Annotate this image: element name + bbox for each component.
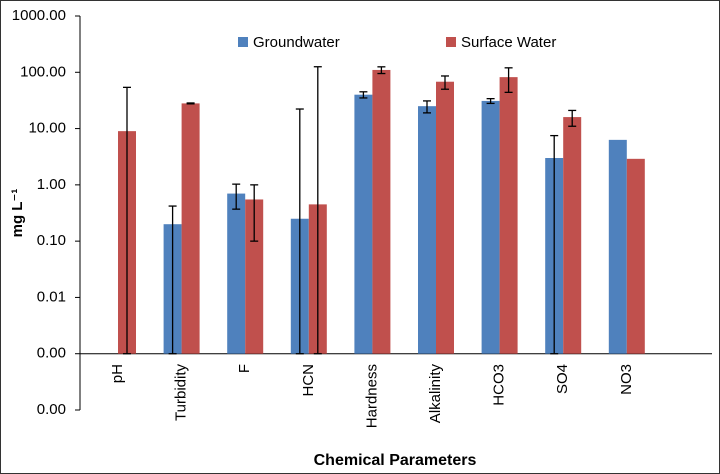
y-tick-label: 100.00 [20, 63, 66, 80]
legend-label: Groundwater [253, 34, 340, 51]
bar [354, 94, 373, 354]
bar [227, 193, 246, 354]
x-tick-label: HCN [300, 364, 317, 397]
legend-swatch [238, 37, 248, 47]
y-tick-label: 1.00 [37, 176, 66, 193]
error-bar [313, 66, 322, 355]
x-tick-label: NO3 [618, 364, 635, 395]
bar [608, 139, 627, 354]
error-bar [423, 100, 431, 114]
y-tick-label: 0.00 [37, 401, 66, 418]
bar [181, 103, 200, 354]
error-bar [441, 75, 449, 90]
x-tick-label: SO4 [554, 364, 571, 394]
bar [481, 100, 500, 354]
bar [626, 158, 645, 354]
bar [372, 69, 391, 354]
error-bar [123, 86, 131, 355]
error-bar [359, 91, 368, 99]
y-axis-title: mg L⁻¹ [9, 189, 26, 238]
bar [436, 81, 454, 354]
y-tick-label: 0.01 [37, 288, 66, 305]
y-tick-label: 0.00 [37, 345, 66, 362]
y-tick-label: 10.00 [28, 120, 66, 137]
x-tick-label: Hardness [363, 364, 380, 428]
bar [499, 77, 518, 354]
x-tick-label: pH [109, 364, 126, 383]
y-tick-label: 0.10 [37, 232, 66, 249]
error-bar [550, 134, 559, 355]
bar [563, 117, 582, 354]
error-bar [504, 67, 513, 94]
x-tick-label: F [236, 364, 253, 373]
y-tick-label: 1000.00 [12, 7, 66, 24]
legend-swatch [446, 37, 456, 47]
x-axis-title: Chemical Parameters [314, 452, 477, 469]
error-bar [186, 102, 195, 105]
x-tick-label: Alkalinity [427, 364, 444, 424]
bar [245, 199, 264, 354]
error-bar [168, 205, 177, 355]
error-bar [232, 183, 241, 210]
error-bar [568, 109, 577, 127]
error-bar [250, 184, 259, 242]
x-tick-label: HCO3 [491, 364, 508, 406]
error-bar [377, 66, 386, 75]
legend-label: Surface Water [461, 34, 556, 51]
error-bar [486, 98, 495, 105]
error-bar [295, 108, 304, 355]
bar [418, 106, 436, 354]
x-tick-label: Turbidity [173, 364, 190, 421]
